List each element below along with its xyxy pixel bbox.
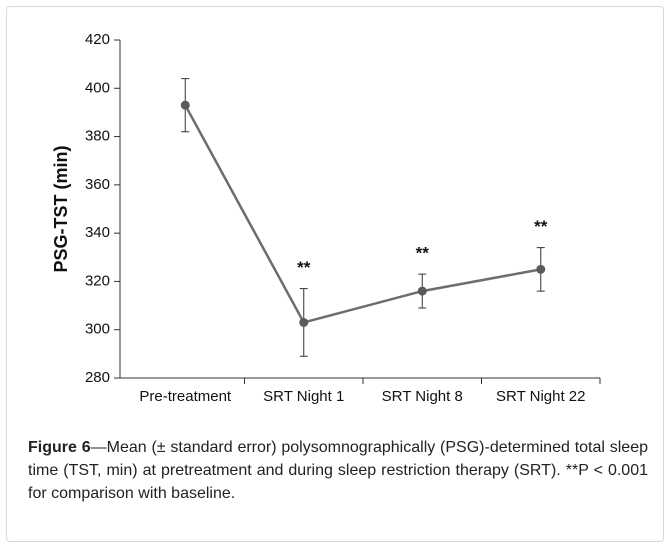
y-tick-label: 280 — [85, 369, 110, 386]
marker — [536, 264, 546, 274]
y-axis-label: PSG-TST (min) — [51, 146, 71, 273]
caption-label: Figure 6 — [28, 439, 91, 456]
line — [184, 104, 541, 324]
chart: PSG-TST (min) 280 300 320 340 360 380 400 420 Pr… — [51, 31, 601, 405]
x-tick-label: SRT Night 22 — [496, 388, 586, 405]
caption-text: —Mean (± standard error) polysomnographi… — [28, 439, 649, 502]
frame — [6, 6, 664, 542]
annotation: ** — [534, 217, 548, 236]
y-tick-label: 300 — [85, 321, 110, 338]
marker — [180, 100, 190, 110]
marker — [299, 317, 309, 327]
annotation: ** — [416, 244, 430, 263]
x-tick-label: SRT Night 1 — [263, 388, 344, 405]
marker — [417, 286, 427, 296]
y-tick-label: 400 — [85, 79, 110, 96]
caption: Figure 6—Mean (± standard error) polysom… — [28, 436, 648, 505]
y-tick-label: 340 — [85, 224, 110, 241]
y-tick-label: 420 — [85, 31, 110, 48]
x-tick-label: Pre-treatment — [139, 388, 232, 405]
annotation: ** — [297, 258, 311, 277]
y-tick-label: 360 — [85, 176, 110, 193]
y-tick-label: 320 — [85, 272, 110, 289]
y-tick-label: 380 — [85, 128, 110, 145]
x-tick-label: SRT Night 8 — [382, 388, 463, 405]
